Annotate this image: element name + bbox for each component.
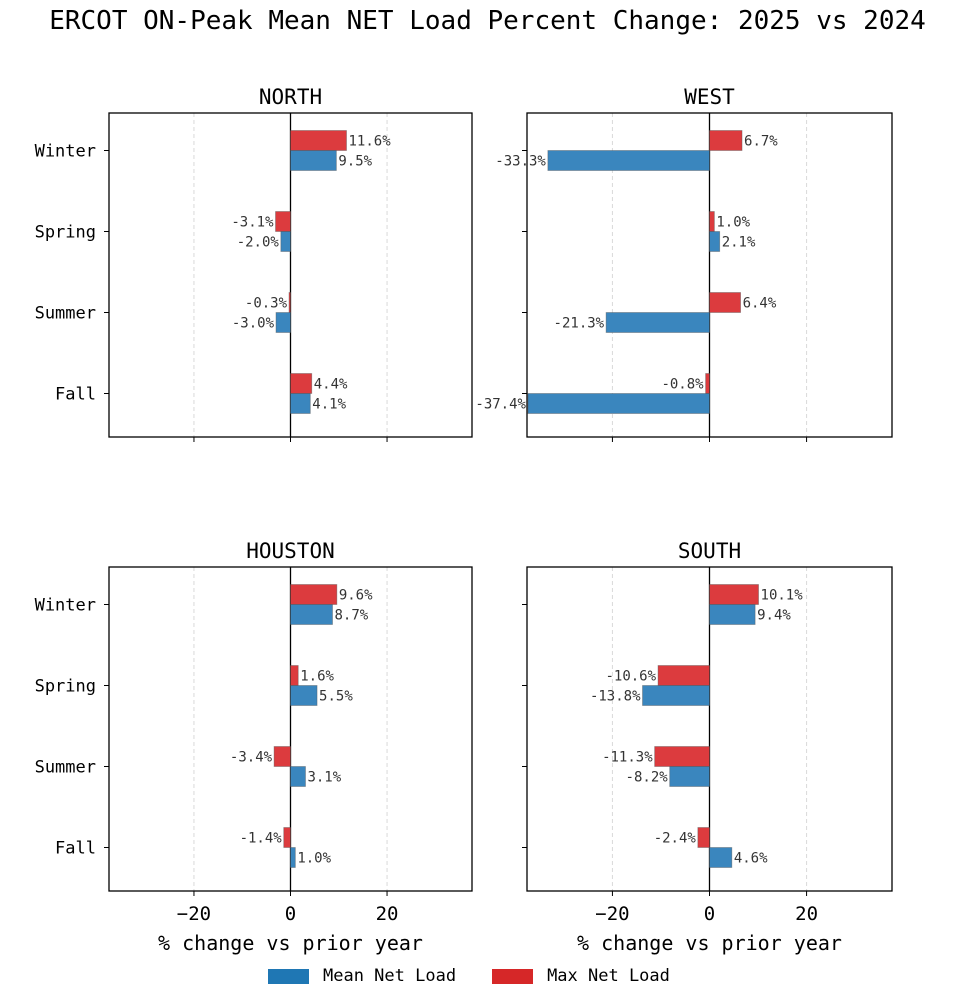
x-tick-label: 20 — [376, 903, 399, 925]
legend-swatch-max — [492, 968, 534, 984]
bar-max — [288, 292, 291, 313]
bar-mean — [642, 685, 710, 706]
bar-max — [709, 211, 715, 232]
legend-item-mean: Mean Net Load — [268, 966, 456, 986]
x-axis-label: % change vs prior year — [577, 931, 842, 955]
y-tick-label: Summer — [35, 758, 96, 778]
bar-max — [290, 130, 347, 151]
data-label: -33.3% — [495, 154, 546, 170]
data-label: -11.3% — [602, 750, 653, 766]
legend: Mean Net Load Max Net Load — [268, 966, 706, 986]
data-label: 4.6% — [734, 851, 768, 867]
data-label: 6.7% — [744, 134, 778, 150]
data-label: -1.4% — [240, 831, 283, 847]
x-axis-label: % change vs prior year — [158, 931, 423, 955]
data-label: 1.0% — [297, 851, 331, 867]
legend-label-max: Max Net Load — [547, 966, 670, 986]
data-label: -3.1% — [231, 215, 274, 231]
data-label: 4.1% — [312, 397, 346, 413]
bar-mean — [547, 150, 710, 171]
data-label: 9.6% — [339, 588, 373, 604]
x-tick-label: 0 — [285, 903, 296, 925]
bar-mean — [280, 231, 291, 252]
data-label: 9.5% — [338, 154, 372, 170]
bar-max — [290, 665, 299, 686]
data-label: 1.6% — [300, 669, 334, 685]
data-label: -0.8% — [661, 377, 704, 393]
data-label: -13.8% — [590, 689, 641, 705]
x-tick-label: −20 — [595, 903, 629, 925]
legend-item-max: Max Net Load — [492, 966, 670, 986]
bar-mean — [527, 393, 710, 414]
x-tick-label: −20 — [177, 903, 211, 925]
panel-title: SOUTH — [678, 539, 741, 563]
bar-max — [697, 827, 710, 848]
bar-max — [275, 211, 291, 232]
bar-max — [709, 584, 759, 605]
data-label: 5.5% — [319, 689, 353, 705]
y-tick-label: Spring — [35, 677, 96, 697]
y-tick-label: Fall — [55, 385, 96, 405]
data-label: -2.4% — [654, 831, 697, 847]
data-label: -0.3% — [245, 296, 288, 312]
y-tick-label: Summer — [35, 304, 96, 324]
data-label: 2.1% — [722, 235, 756, 251]
bar-max — [709, 130, 743, 151]
bar-mean — [290, 847, 296, 868]
data-label: -3.0% — [232, 316, 275, 332]
data-label: -8.2% — [626, 770, 669, 786]
bar-max — [657, 665, 710, 686]
x-tick-label: 20 — [795, 903, 818, 925]
panel-title: WEST — [684, 85, 735, 109]
x-tick-label: 0 — [704, 903, 715, 925]
bar-mean — [290, 685, 318, 706]
data-label: 11.6% — [348, 134, 391, 150]
y-tick-label: Fall — [55, 839, 96, 859]
bar-mean — [290, 150, 337, 171]
bar-max — [290, 584, 338, 605]
bar-mean — [290, 393, 311, 414]
figure-title: ERCOT ON-Peak Mean NET Load Percent Chan… — [49, 6, 926, 36]
bar-mean — [275, 312, 291, 333]
bar-mean — [290, 766, 306, 787]
data-label: -10.6% — [605, 669, 656, 685]
y-tick-label: Winter — [35, 142, 96, 162]
data-label: 10.1% — [761, 588, 804, 604]
bar-max — [273, 746, 291, 767]
bar-mean — [709, 847, 733, 868]
legend-swatch-mean — [268, 968, 309, 984]
data-label: -21.3% — [554, 316, 605, 332]
data-label: 1.0% — [716, 215, 750, 231]
bar-max — [283, 827, 291, 848]
bar-max — [705, 373, 710, 394]
y-tick-label: Winter — [35, 596, 96, 616]
y-tick-label: Spring — [35, 223, 96, 243]
panel-title: NORTH — [259, 85, 322, 109]
data-label: 9.4% — [757, 608, 791, 624]
bar-mean — [290, 604, 333, 625]
bar-max — [709, 292, 741, 313]
legend-label-mean: Mean Net Load — [323, 966, 457, 986]
bar-max — [290, 373, 313, 394]
data-label: -3.4% — [230, 750, 273, 766]
bar-mean — [709, 231, 721, 252]
data-label: -2.0% — [237, 235, 280, 251]
bar-mean — [709, 604, 756, 625]
bar-mean — [605, 312, 710, 333]
bar-mean — [669, 766, 710, 787]
data-label: 4.4% — [314, 377, 348, 393]
data-label: 6.4% — [743, 296, 777, 312]
panel-title: HOUSTON — [246, 539, 335, 563]
bar-max — [654, 746, 710, 767]
data-label: 8.7% — [334, 608, 368, 624]
data-label: 3.1% — [307, 770, 341, 786]
data-label: -37.4% — [475, 397, 526, 413]
